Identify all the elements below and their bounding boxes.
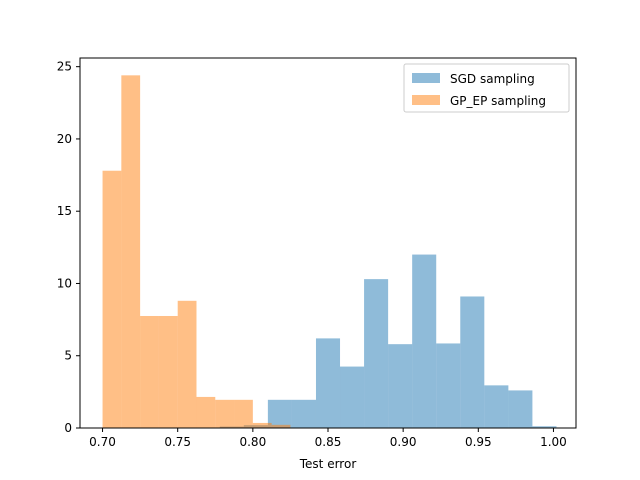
x-tick-label: 0.70	[89, 435, 116, 449]
x-tick-label: 0.75	[164, 435, 191, 449]
bar-sgd-7	[388, 344, 413, 428]
legend-swatch-gp-ep	[412, 95, 440, 105]
bar-sgd-4	[315, 338, 341, 428]
bar-gp-ep-6	[215, 399, 235, 428]
legend-swatch-sgd	[412, 73, 440, 83]
bars-layer	[102, 75, 557, 429]
bar-sgd-9	[436, 343, 461, 428]
x-tick-label: 0.95	[465, 435, 492, 449]
y-tick-label: 20	[57, 132, 72, 146]
legend: SGD sampling GP_EP sampling	[403, 63, 570, 113]
bar-gp-ep-4	[177, 300, 197, 428]
bar-gp-ep-7	[234, 399, 253, 428]
y-tick-label: 15	[57, 204, 72, 218]
bar-sgd-2	[267, 399, 292, 428]
y-tick-label: 0	[64, 421, 72, 435]
bar-sgd-10	[460, 296, 485, 428]
x-tick-label: 0.90	[390, 435, 417, 449]
x-tick-label: 0.80	[239, 435, 266, 449]
y-tick-label: 10	[57, 276, 72, 290]
bar-sgd-13	[532, 426, 557, 428]
bar-gp-ep-8	[252, 422, 272, 428]
legend-label-gp-ep: GP_EP sampling	[450, 94, 546, 108]
y-tick-label: 25	[57, 60, 72, 74]
bar-gp-ep-9	[271, 424, 291, 428]
bar-gp-ep-2	[140, 315, 159, 428]
bar-sgd-8	[412, 254, 437, 428]
bar-sgd-11	[484, 385, 509, 428]
y-axis-ticks: 0 5 10 15 20 25	[57, 60, 80, 435]
x-tick-label: 1.00	[540, 435, 567, 449]
bar-gp-ep-0	[102, 170, 122, 429]
bar-sgd-3	[291, 399, 316, 428]
bar-gp-ep-1	[121, 75, 141, 428]
x-axis-ticks: 0.70 0.75 0.80 0.85 0.90 0.95 1.00	[89, 428, 567, 449]
legend-label-sgd: SGD sampling	[450, 72, 535, 86]
bar-sgd-5	[340, 366, 365, 428]
bar-gp-ep-3	[158, 315, 178, 428]
legend-items: SGD sampling GP_EP sampling	[412, 72, 546, 108]
x-tick-label: 0.85	[315, 435, 342, 449]
bar-sgd-12	[508, 390, 533, 428]
bar-gp-ep-5	[196, 396, 216, 428]
bar-sgd-6	[364, 279, 389, 428]
legend-box	[403, 63, 570, 113]
y-tick-label: 5	[64, 349, 72, 363]
x-axis-label: Test error	[299, 457, 357, 471]
